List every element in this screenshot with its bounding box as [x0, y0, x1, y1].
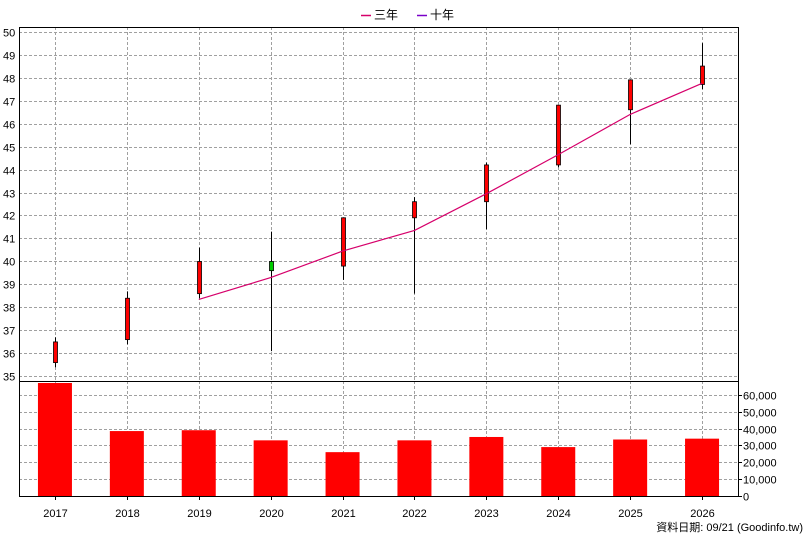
candle-body [700, 65, 705, 85]
price-tick-label: 47 [3, 97, 15, 109]
legend-label: 三年 [374, 8, 398, 22]
x-tick-label: 2023 [474, 508, 498, 520]
volume-tick-label: 50,000 [743, 408, 777, 420]
volume-bar [685, 438, 720, 496]
volume-bar [109, 431, 144, 496]
volume-tick-label: 40,000 [743, 425, 777, 437]
candle-body [341, 217, 346, 267]
price-tick-label: 38 [3, 303, 15, 315]
volume-bar [37, 383, 72, 496]
volume-tick-label: 20,000 [743, 458, 777, 470]
volume-bars [37, 383, 720, 496]
price-tick-label: 40 [3, 257, 15, 269]
price-tick-label: 35 [3, 372, 15, 384]
volume-tick-label: 60,000 [743, 391, 777, 403]
price-tick-label: 39 [3, 280, 15, 292]
volume-bar [469, 436, 504, 496]
price-tick-label: 41 [3, 234, 15, 246]
x-tick-label: 2019 [187, 508, 211, 520]
volume-bar [613, 439, 648, 496]
volume-tick-label: 30,000 [743, 441, 777, 453]
three-year-line-path [198, 82, 703, 300]
legend: 三年 十年 [361, 8, 454, 22]
price-tick-label: 48 [3, 74, 15, 86]
candles [53, 43, 705, 368]
candle-body [53, 341, 58, 364]
three-year-line [198, 82, 703, 300]
plot-frames [19, 27, 739, 497]
volume-panel-frame [19, 381, 739, 497]
x-tick-labels: 2017 2018 2019 2020 2021 2022 2023 2024 2025 2026 [43, 496, 715, 520]
volume-bar [541, 447, 576, 496]
x-tick-label: 2024 [546, 508, 570, 520]
x-tick-label: 2020 [259, 508, 283, 520]
data-date-label: 資料日期: 09/21 (Goodinfo.tw) [656, 520, 803, 534]
volume-tick-labels: 0 10,000 20,000 30,000 40,000 50,000 60,000 [738, 391, 777, 504]
candle-body [484, 164, 489, 203]
volume-bar [253, 440, 288, 496]
x-tick-label: 2021 [331, 508, 355, 520]
candle-body [125, 297, 130, 341]
price-tick-label: 45 [3, 143, 15, 155]
price-tick-label: 36 [3, 349, 15, 361]
price-tick-labels: 35 36 37 38 39 40 41 42 43 44 45 46 47 48 49 50 [3, 28, 15, 384]
volume-tick-label: 10,000 [743, 475, 777, 487]
price-tick-label: 44 [3, 166, 15, 178]
volume-tick-label: 0 [743, 492, 749, 504]
legend-label: 十年 [430, 8, 454, 22]
candle-body [197, 261, 202, 295]
candle-body [269, 261, 274, 272]
candle-body [628, 79, 633, 111]
price-tick-label: 43 [3, 189, 15, 201]
x-tick-label: 2022 [402, 508, 426, 520]
price-tick-label: 49 [3, 51, 15, 63]
x-tick-label: 2018 [115, 508, 139, 520]
candle-body [556, 104, 561, 166]
volume-bar [181, 430, 216, 496]
candle-body [412, 201, 417, 219]
price-tick-label: 37 [3, 326, 15, 338]
price-tick-label: 46 [3, 120, 15, 132]
price-tick-label: 50 [3, 28, 15, 40]
x-tick-label: 2017 [43, 508, 67, 520]
price-tick-label: 42 [3, 211, 15, 223]
volume-bar [325, 452, 360, 496]
x-tick-label: 2026 [690, 508, 714, 520]
x-tick-label: 2025 [618, 508, 642, 520]
volume-bar [397, 440, 432, 496]
